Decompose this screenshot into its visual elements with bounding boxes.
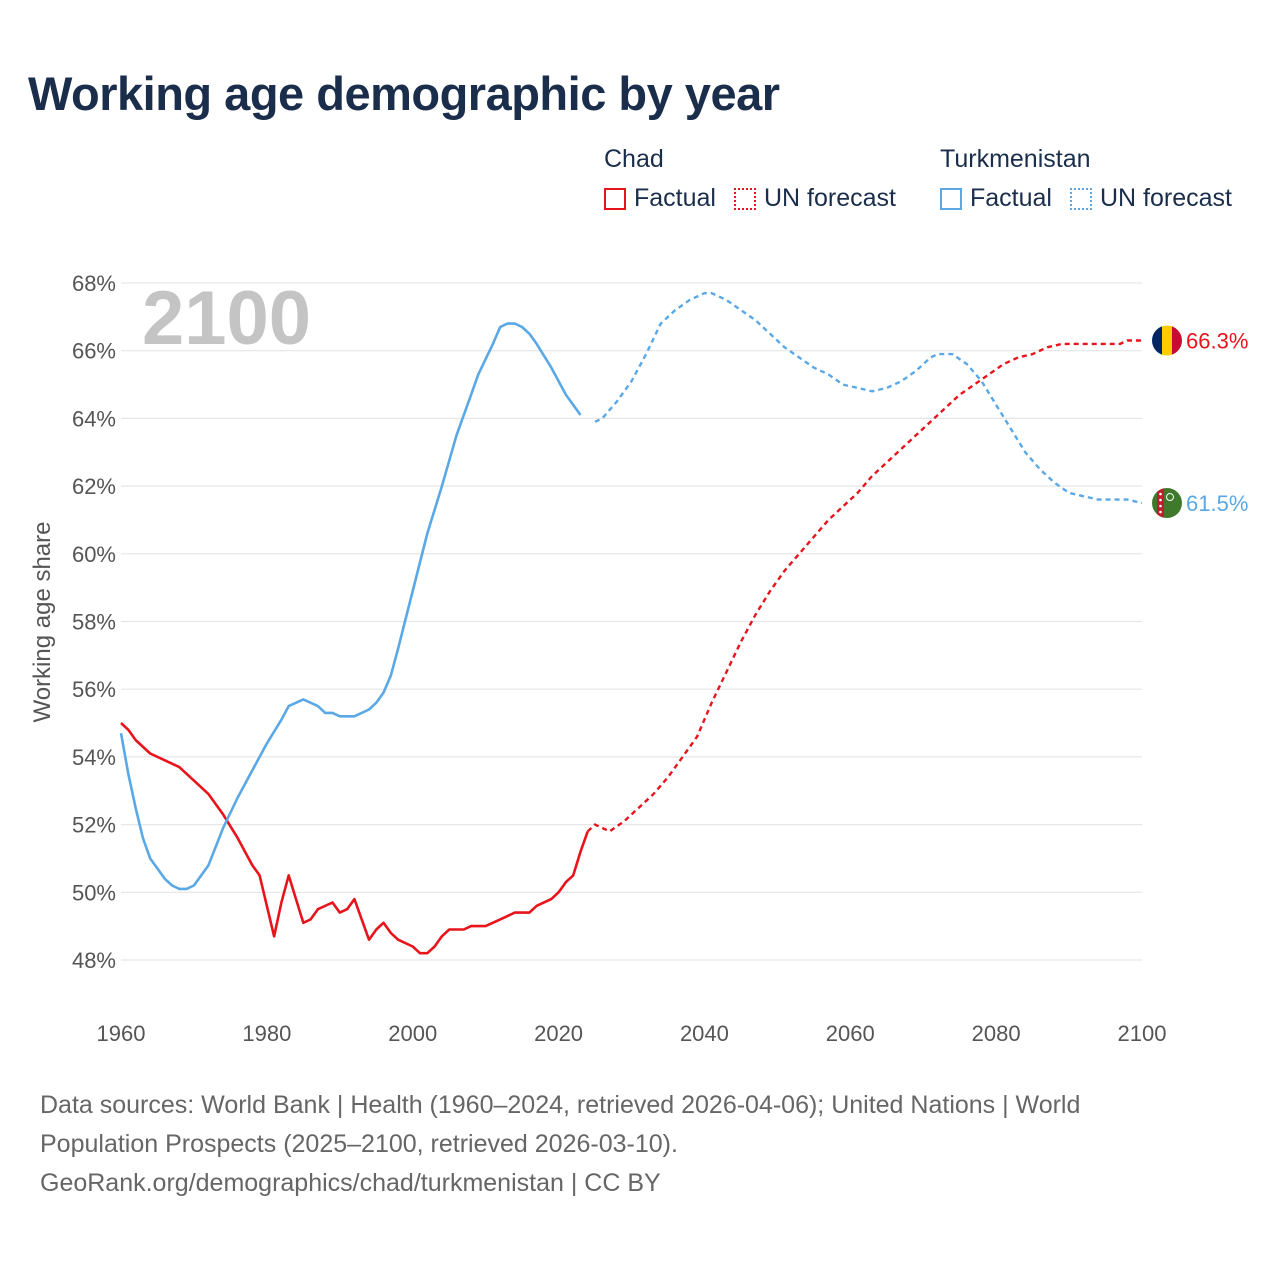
legend-country-name: Turkmenistan — [940, 145, 1091, 173]
legend-turkmenistan: Turkmenistan Factual UN forecast — [940, 145, 1232, 213]
legend-swatch-solid — [940, 187, 962, 210]
x-tick-label: 1960 — [97, 1021, 146, 1046]
y-axis-ticks: 48% 50% 52% 54% 56% 58% 60% 62% 64% 66% 68% — [72, 271, 116, 973]
y-tick-label: 52% — [72, 813, 116, 838]
x-tick-label: 2020 — [534, 1021, 583, 1046]
legend-label: UN forecast — [1099, 184, 1232, 212]
series-lines — [119, 292, 1143, 955]
y-tick-label: 64% — [72, 406, 116, 431]
series-line-turkmenistan-forecast[interactable] — [594, 292, 1143, 505]
y-tick-label: 54% — [72, 745, 116, 770]
legend-item-chad-forecast[interactable]: UN forecast — [733, 184, 896, 213]
y-tick-label: 68% — [72, 271, 116, 296]
end-markers: 66.3% 61.5% — [1152, 325, 1248, 519]
x-axis-ticks: 1960 1980 2000 2020 2040 2060 2080 2100 — [97, 1021, 1167, 1046]
x-tick-label: 2060 — [826, 1021, 875, 1046]
legend-label: Factual — [634, 184, 716, 212]
turkmenistan-flag-icon — [1152, 488, 1182, 519]
legend-swatch-solid — [604, 187, 626, 210]
legend-item-turkmenistan-factual[interactable]: Factual — [940, 184, 1052, 213]
chad-flag-icon — [1152, 325, 1182, 356]
y-tick-label: 58% — [72, 610, 116, 635]
year-watermark: 2100 — [142, 276, 311, 361]
legend-label: UN forecast — [763, 184, 896, 212]
legend-swatch-dotted — [733, 187, 756, 210]
legend-item-chad-factual[interactable]: Factual — [604, 184, 716, 213]
end-value-label: 66.3% — [1186, 329, 1248, 354]
series-line-turkmenistan-factual[interactable] — [119, 322, 582, 891]
x-tick-label: 2080 — [972, 1021, 1021, 1046]
page-title: Working age demographic by year — [28, 67, 780, 120]
gridlines — [121, 282, 1142, 961]
footer-sources-line1: Data sources: World Bank | Health (1960–… — [40, 1091, 1081, 1119]
footer: Data sources: World Bank | Health (1960–… — [40, 1086, 1240, 1203]
line-chart: 2100 Working age share 48% 50% 52% 54% 56% 58… — [29, 271, 1248, 1046]
legend-country-name: Chad — [604, 145, 664, 173]
y-tick-label: 48% — [72, 948, 116, 973]
y-tick-label: 66% — [72, 339, 116, 364]
x-tick-label: 1980 — [242, 1021, 291, 1046]
x-tick-label: 2100 — [1118, 1021, 1167, 1046]
y-tick-label: 62% — [72, 474, 116, 499]
y-tick-label: 60% — [72, 542, 116, 567]
y-tick-label: 56% — [72, 677, 116, 702]
y-axis-label: Working age share — [29, 522, 56, 723]
x-tick-label: 2000 — [388, 1021, 437, 1046]
legend-swatch-dotted — [1069, 187, 1092, 210]
series-line-chad-factual[interactable] — [120, 722, 589, 955]
end-value-label: 61.5% — [1186, 491, 1248, 516]
y-tick-label: 50% — [72, 880, 116, 905]
footer-sources-line2: Population Prospects (2025–2100, retriev… — [40, 1130, 678, 1158]
footer-attribution: GeoRank.org/demographics/chad/turkmenist… — [40, 1169, 661, 1197]
series-line-chad-forecast[interactable] — [586, 339, 1142, 833]
legend-chad: Chad Factual UN forecast — [604, 145, 914, 213]
x-tick-label: 2040 — [680, 1021, 729, 1046]
legend-label: Factual — [970, 184, 1052, 212]
legend-item-turkmenistan-forecast[interactable]: UN forecast — [1069, 184, 1232, 213]
